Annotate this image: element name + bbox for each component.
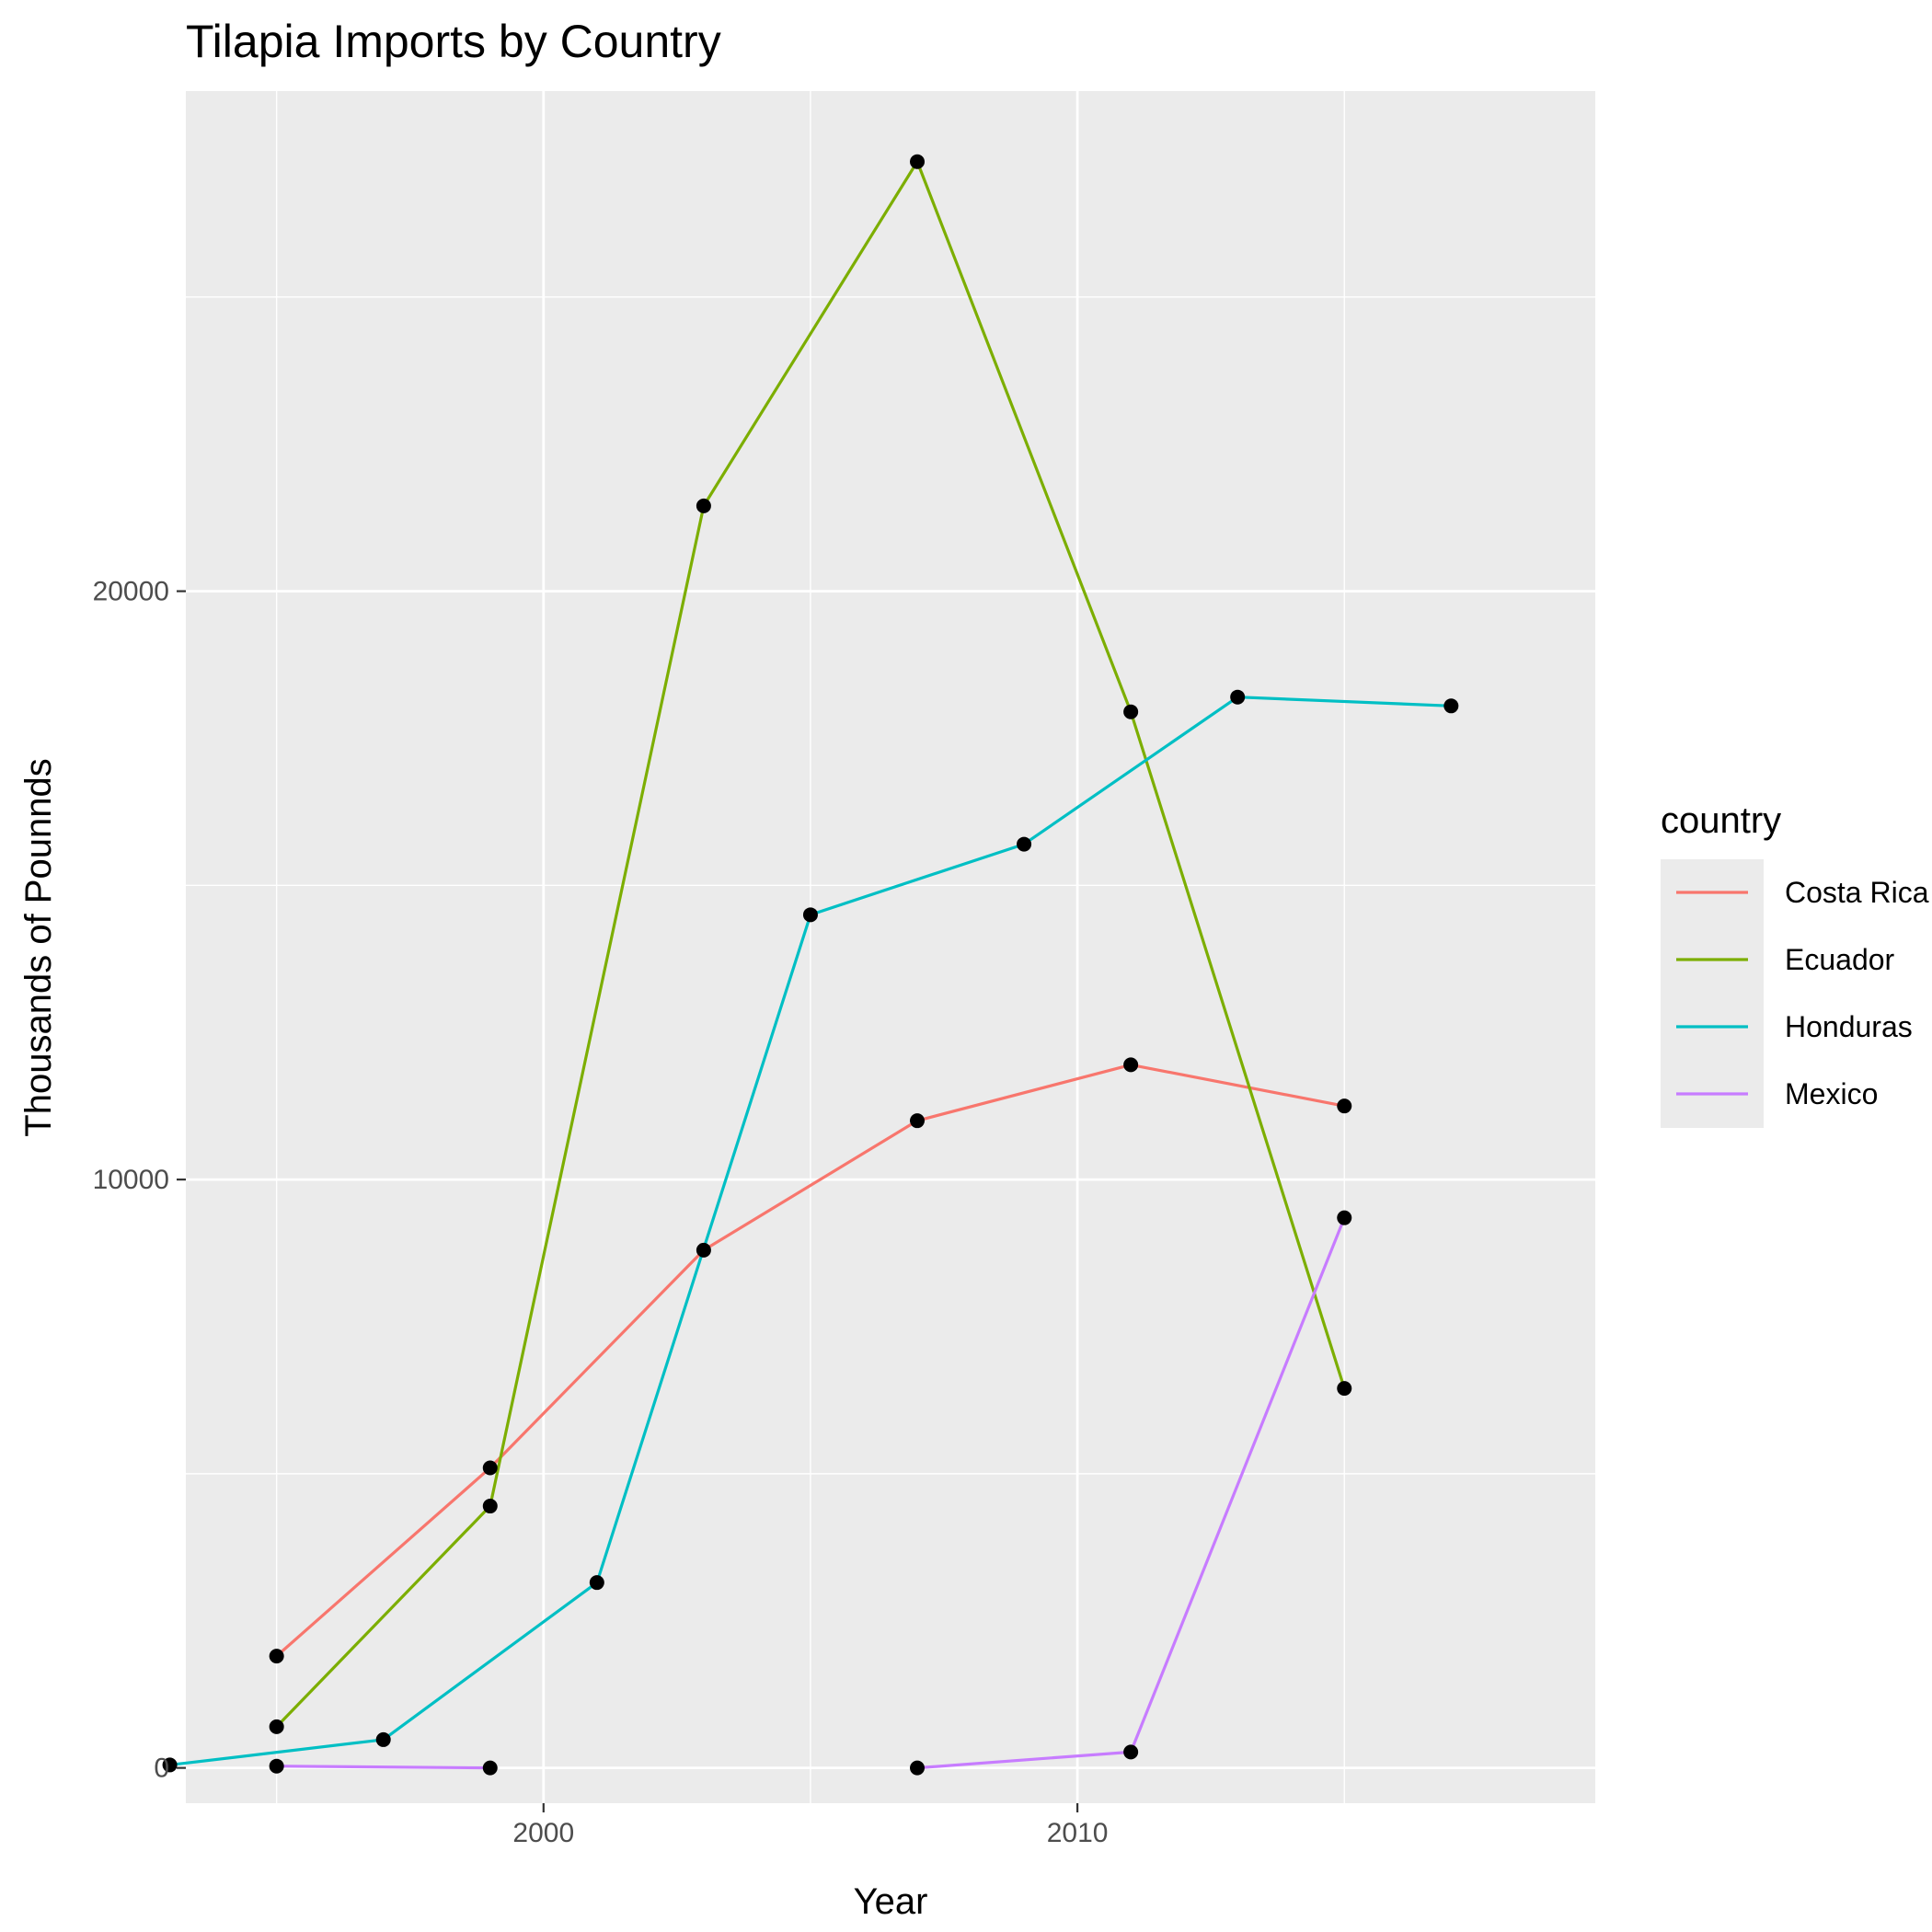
series-line-ecuador (275, 160, 1346, 1728)
legend-label: Ecuador (1785, 943, 1895, 976)
data-point-honduras (375, 1731, 391, 1747)
data-point-ecuador (482, 1499, 498, 1514)
series-line-costa-rica (275, 1063, 1345, 1658)
data-point-honduras (589, 1575, 604, 1591)
data-point-costa-rica (696, 1242, 711, 1258)
legend-title: country (1661, 800, 1781, 841)
data-point-mexico (910, 1760, 926, 1776)
y-tick-label: 20000 (93, 577, 169, 607)
y-tick-label: 0 (154, 1754, 169, 1784)
data-points (162, 154, 1459, 1776)
data-point-ecuador (910, 154, 926, 169)
x-axis-title: Year (854, 1881, 928, 1922)
data-point-honduras (802, 907, 818, 923)
data-point-ecuador (1123, 704, 1139, 719)
data-point-honduras (1230, 689, 1246, 705)
x-axis: 2000 2010 (512, 1803, 1108, 1848)
data-point-honduras (162, 1757, 178, 1773)
data-point-mexico (1337, 1210, 1352, 1225)
data-point-mexico (482, 1760, 498, 1776)
data-point-mexico (1123, 1744, 1139, 1760)
data-point-honduras (1017, 836, 1032, 852)
major-gridlines (186, 91, 1595, 1803)
series-line-mexico (276, 1765, 490, 1770)
chart-title: Tilapia Imports by Country (186, 16, 721, 67)
data-point-costa-rica (910, 1113, 926, 1129)
minor-gridlines (186, 91, 1595, 1803)
data-point-costa-rica (1337, 1098, 1352, 1114)
data-point-costa-rica (269, 1649, 284, 1664)
data-point-ecuador (269, 1719, 284, 1734)
data-point-mexico (269, 1758, 284, 1774)
legend-label: Costa Rica (1785, 876, 1929, 909)
legend-key-background (1661, 859, 1764, 1128)
data-point-ecuador (1337, 1381, 1352, 1397)
x-tick-label: 2010 (1047, 1818, 1109, 1848)
y-axis: 0 10000 20000 (93, 577, 186, 1784)
data-point-costa-rica (482, 1460, 498, 1476)
data-point-costa-rica (1123, 1057, 1139, 1073)
x-tick-label: 2000 (512, 1818, 574, 1848)
y-axis-title: Thousands of Pounnds (18, 758, 59, 1136)
data-point-ecuador (696, 498, 711, 513)
y-tick-label: 10000 (93, 1165, 169, 1195)
legend: country Costa Rica Ecuador Honduras Mexico (1661, 800, 1929, 1128)
legend-label: Honduras (1785, 1010, 1913, 1043)
legend-label: Mexico (1785, 1077, 1878, 1110)
data-point-honduras (1443, 698, 1459, 714)
plot-panel (186, 91, 1595, 1803)
